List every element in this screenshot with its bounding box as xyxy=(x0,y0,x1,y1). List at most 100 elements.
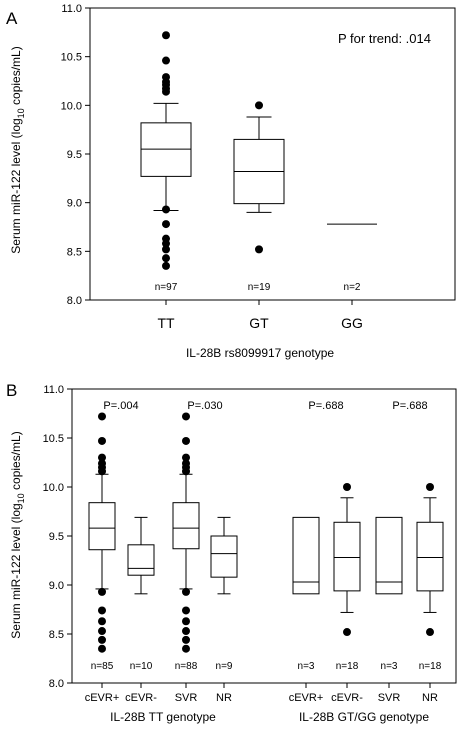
panel-a-outlier-point xyxy=(162,56,170,65)
panel-b-box-1 xyxy=(127,544,155,576)
panel-b-outlier-point xyxy=(343,628,351,637)
panel-a-outlier-point xyxy=(162,220,170,229)
panel-b-category-label-7: NR xyxy=(422,692,438,704)
panel-b-p-value-1: P=.030 xyxy=(187,400,222,412)
panel-b-outlier-point xyxy=(343,483,351,491)
panel-a-n-label-0: n=97 xyxy=(155,282,178,293)
panel-b-y-axis-label: Serum miR-122 level (log10 copies/mL) xyxy=(9,431,26,638)
panel-a-y-label-tail: copies/mL) xyxy=(9,46,23,108)
panel-a-outlier-point xyxy=(162,205,170,214)
panel-b-box-5 xyxy=(333,521,361,592)
panel-a-y-tick-label: 10.5 xyxy=(61,52,82,64)
panel-a-outlier-point xyxy=(162,254,170,263)
panel-b-outlier-point xyxy=(182,436,190,445)
panel-b-outlier-point xyxy=(182,587,190,596)
panel-b-outlier-point xyxy=(98,453,106,462)
panel-b-y-label-sub: 10 xyxy=(16,493,26,503)
panel-a-outlier-point xyxy=(162,239,170,248)
panel-b-p-value-2: P=.688 xyxy=(308,400,343,412)
panel-b-n-label-0: n=85 xyxy=(91,661,114,672)
panel-b-y-tick-label: 10.5 xyxy=(43,433,64,445)
panel-b: B 8.0 8.5 9.0 9.5 10.0 10.5 11.0 n=85 cEVR+ n=10 c… xyxy=(6,381,457,724)
panel-b-category-label-2: SVR xyxy=(175,692,198,704)
panel-b-box-0 xyxy=(88,502,116,551)
panel-b-letter: B xyxy=(6,381,17,400)
panel-a-x-axis-label: IL-28B rs8099917 genotype xyxy=(186,346,334,360)
panel-b-outlier-point xyxy=(182,617,190,626)
panel-b-n-label-3: n=9 xyxy=(216,661,233,672)
panel-b-box-2 xyxy=(172,502,200,550)
panel-b-outlier-point xyxy=(98,606,106,615)
panel-b-y-tick-label: 10.0 xyxy=(43,482,64,494)
panel-b-group-label-gtgg: IL-28B GT/GG genotype xyxy=(299,710,429,724)
panel-a-p-trend: P for trend: .014 xyxy=(338,31,431,46)
panel-b-category-label-0: cEVR+ xyxy=(85,692,120,704)
panel-b-n-label-6: n=3 xyxy=(381,661,398,672)
panel-b-y-tick-label: 9.0 xyxy=(49,580,64,592)
panel-b-y-label-tail: copies/mL) xyxy=(9,431,23,493)
panel-b-outlier-point xyxy=(98,644,106,653)
panel-b-outlier-point xyxy=(426,628,434,637)
panel-a-y-label-sub: 10 xyxy=(16,108,26,118)
panel-b-n-label-5: n=18 xyxy=(336,661,359,672)
panel-b-n-label-1: n=10 xyxy=(130,661,153,672)
panel-a-y-tick-label: 9.0 xyxy=(67,198,82,210)
panel-a-y-tick-label: 8.5 xyxy=(67,246,82,258)
panel-b-outlier-point xyxy=(98,617,106,626)
panel-b-outlier-point xyxy=(98,627,106,636)
panel-b-box-3 xyxy=(210,535,238,578)
panel-b-y-tick-label: 9.5 xyxy=(49,531,64,543)
panel-a-outlier-point xyxy=(255,245,263,254)
panel-a-axes: 8.0 8.5 9.0 9.5 10.0 10.5 11.0 n=97 TT n=19 GT n=2 G… xyxy=(61,3,456,331)
panel-a-y-tick-label: 9.5 xyxy=(67,149,82,161)
panel-b-y-tick-label: 11.0 xyxy=(43,384,64,396)
panel-b-box-4 xyxy=(292,516,320,595)
panel-b-outlier-point xyxy=(98,587,106,596)
panel-b-outlier-point xyxy=(98,436,106,445)
panel-a-n-label-1: n=19 xyxy=(248,282,271,293)
panel-a-y-tick-label: 10.0 xyxy=(61,100,82,112)
panel-b-n-label-7: n=18 xyxy=(419,661,442,672)
panel-b-category-label-4: cEVR+ xyxy=(289,692,324,704)
panel-b-category-label-3: NR xyxy=(216,692,232,704)
panel-a-category-label-2: GG xyxy=(341,315,363,331)
panel-a-y-axis-label: Serum miR-122 level (log10 copies/mL) xyxy=(9,46,26,253)
panel-b-outlier-point xyxy=(182,644,190,653)
panel-a-y-tick-label: 8.0 xyxy=(67,295,82,307)
panel-a: A P for trend: .014 8.0 8.5 9.0 9.5 10.0 10.5… xyxy=(6,3,456,360)
panel-b-outlier-point xyxy=(182,635,190,644)
panel-b-category-label-1: cEVR- xyxy=(125,692,157,704)
panel-b-n-label-2: n=88 xyxy=(175,661,198,672)
panel-b-box-7 xyxy=(416,521,444,592)
panel-a-outlier-point xyxy=(162,31,170,40)
panel-b-n-label-4: n=3 xyxy=(298,661,315,672)
panel-a-outlier-point xyxy=(162,245,170,254)
panel-a-n-label-2: n=2 xyxy=(344,282,361,293)
panel-b-y-tick-label: 8.5 xyxy=(49,629,64,641)
panel-b-p-value-0: P=.004 xyxy=(103,400,138,412)
panel-b-outlier-point xyxy=(426,483,434,491)
panel-a-outlier-point xyxy=(162,261,170,270)
panel-a-y-tick-label: 11.0 xyxy=(61,3,82,15)
panel-a-y-label-main: Serum miR-122 level (log xyxy=(9,118,23,253)
panel-a-letter: A xyxy=(6,9,18,28)
panel-a-outlier-point xyxy=(255,101,263,110)
panel-b-outlier-point xyxy=(182,412,190,421)
panel-b-y-label-main: Serum miR-122 level (log xyxy=(9,503,23,638)
panel-b-outlier-point xyxy=(182,627,190,636)
panel-a-outlier-point xyxy=(162,87,170,96)
panel-b-box-6 xyxy=(375,516,403,595)
panel-b-axes: 8.0 8.5 9.0 9.5 10.0 10.5 11.0 n=85 cEVR+ n=10 cEV… xyxy=(43,384,457,704)
panel-a-category-label-0: TT xyxy=(157,315,175,331)
panel-a-category-label-1: GT xyxy=(249,315,269,331)
panel-b-outlier-point xyxy=(182,453,190,462)
panel-b-outlier-point xyxy=(182,467,190,476)
panel-b-outlier-point xyxy=(182,606,190,615)
panel-b-category-label-5: cEVR- xyxy=(331,692,363,704)
panel-b-outlier-point xyxy=(98,412,106,421)
panel-b-outlier-point xyxy=(98,467,106,476)
panel-b-category-label-6: SVR xyxy=(378,692,401,704)
panel-b-y-tick-label: 8.0 xyxy=(49,678,64,690)
